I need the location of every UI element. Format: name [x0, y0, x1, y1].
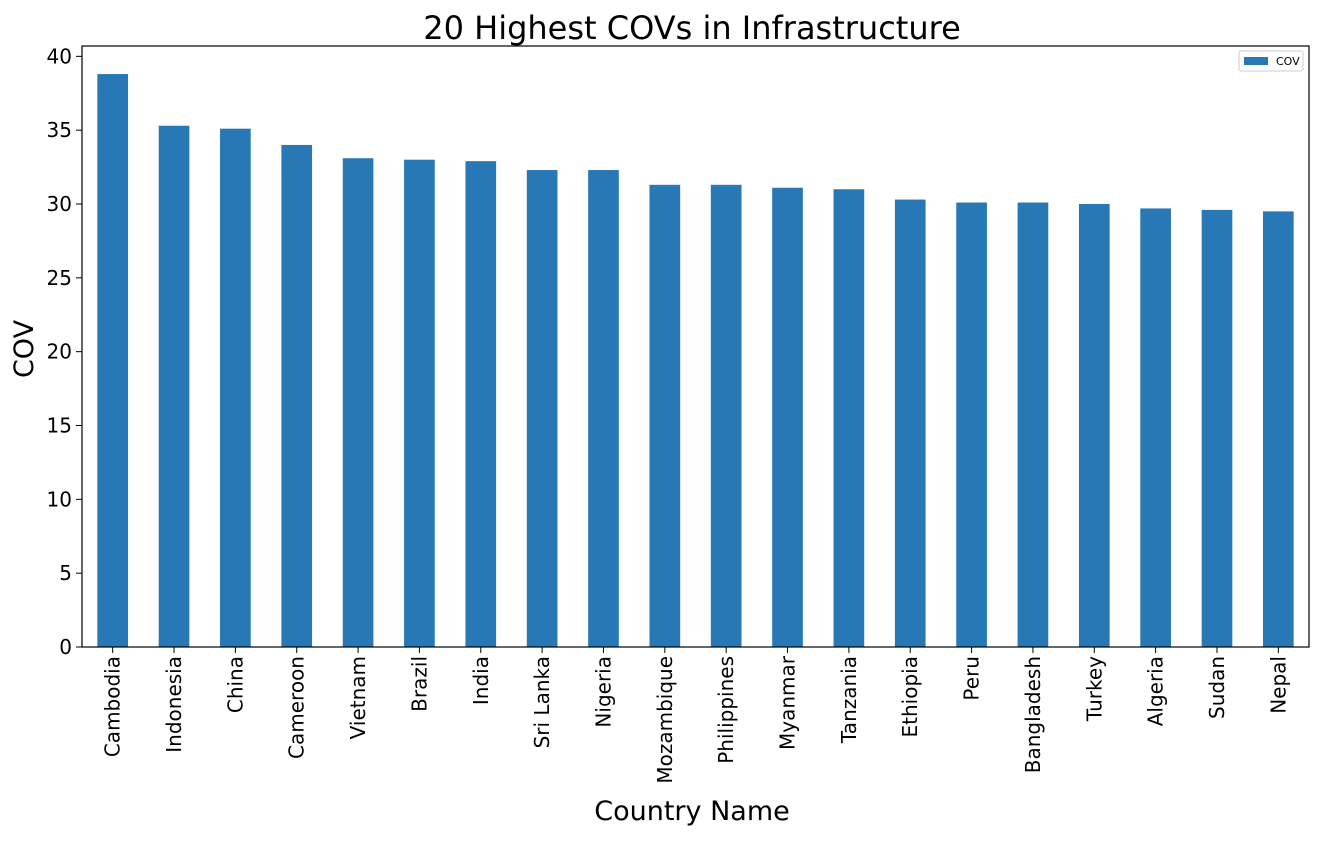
x-tick-label: Brazil — [407, 656, 431, 712]
x-tick-label: Turkey — [1082, 656, 1106, 722]
legend-swatch-cov — [1244, 57, 1268, 65]
x-tick-label: Sri Lanka — [530, 656, 554, 748]
x-tick-label: Philippines — [714, 656, 738, 764]
x-tick-label: Indonesia — [162, 656, 186, 753]
bar-sri-lanka — [526, 170, 558, 648]
legend: COV — [1238, 50, 1304, 72]
x-tick-label: Mozambique — [653, 656, 677, 784]
x-tick-label: Cameroon — [285, 656, 309, 759]
y-tick-label: 40 — [47, 44, 72, 68]
y-tick-label: 0 — [59, 635, 72, 659]
legend-box — [1238, 50, 1304, 72]
y-tick-label: 35 — [47, 118, 72, 142]
x-tick-label: Vietnam — [346, 656, 370, 739]
bar-turkey — [1078, 204, 1110, 647]
bar-india — [465, 161, 497, 647]
x-tick-label: India — [469, 656, 493, 705]
bar-mozambique — [649, 184, 681, 647]
bar-brazil — [404, 159, 435, 647]
bar-philippines — [710, 184, 742, 647]
bar-tanzania — [833, 189, 865, 648]
x-tick-label: Peru — [960, 656, 984, 701]
bar-cambodia — [97, 74, 129, 647]
y-tick-label: 30 — [47, 192, 72, 216]
y-axis-ticks: 0 5 10 15 20 25 30 35 40 — [47, 44, 82, 659]
y-tick-label: 20 — [47, 340, 72, 364]
bar-bangladesh — [1017, 202, 1049, 647]
bar-nigeria — [588, 170, 619, 648]
bar-peru — [956, 202, 987, 647]
bar-china — [220, 128, 251, 647]
y-axis-label: COV — [9, 319, 40, 378]
plot-frame — [81, 45, 1310, 648]
x-tick-label: Algeria — [1144, 656, 1168, 726]
x-tick-label: Bangladesh — [1021, 656, 1045, 773]
plot-area — [81, 45, 1310, 648]
bar-nepal — [1262, 211, 1294, 647]
y-tick-label: 10 — [47, 487, 72, 511]
y-tick-label: 5 — [59, 561, 72, 585]
bar-cameroon — [281, 144, 313, 647]
x-axis-ticks: Cambodia Indonesia China Cameroon Vietnam Bra… — [101, 647, 1290, 784]
x-tick-label: Cambodia — [101, 656, 125, 757]
bar-sudan — [1201, 209, 1233, 647]
legend-label-cov: COV — [1276, 55, 1300, 68]
bar-ethiopia — [894, 199, 926, 647]
x-tick-label: China — [223, 656, 247, 713]
y-tick-label: 15 — [47, 414, 72, 438]
x-tick-label: Myanmar — [776, 655, 800, 750]
bar-algeria — [1140, 208, 1171, 647]
bar-myanmar — [772, 187, 803, 647]
x-tick-label: Sudan — [1205, 656, 1229, 719]
bar-vietnam — [342, 158, 374, 648]
x-tick-label: Nepal — [1266, 656, 1290, 714]
chart-title: 20 Highest COVs in Infrastructure — [423, 9, 961, 47]
x-tick-label: Tanzania — [837, 656, 861, 744]
y-tick-label: 25 — [47, 266, 72, 290]
x-tick-label: Nigeria — [591, 656, 615, 728]
x-axis-label: Country Name — [594, 796, 790, 827]
x-tick-label: Ethiopia — [898, 656, 922, 737]
bar-indonesia — [158, 125, 190, 648]
